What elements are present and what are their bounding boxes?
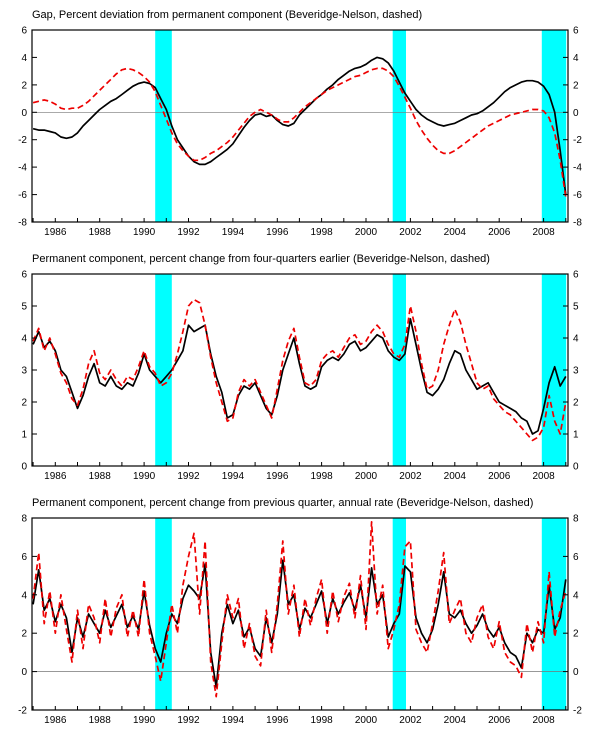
svg-text:2002: 2002 bbox=[399, 471, 422, 482]
svg-text:0: 0 bbox=[573, 667, 579, 678]
svg-text:2004: 2004 bbox=[444, 715, 467, 726]
svg-text:1: 1 bbox=[21, 430, 27, 441]
svg-text:3: 3 bbox=[573, 366, 579, 377]
svg-text:1992: 1992 bbox=[177, 715, 200, 726]
svg-text:2008: 2008 bbox=[532, 227, 555, 238]
svg-text:1990: 1990 bbox=[133, 715, 156, 726]
chart-four-quarter-block: Permanent component, percent change from… bbox=[4, 252, 596, 488]
svg-text:-6: -6 bbox=[573, 190, 582, 201]
svg-text:2: 2 bbox=[573, 398, 579, 409]
svg-text:2000: 2000 bbox=[355, 715, 378, 726]
svg-text:1986: 1986 bbox=[44, 715, 67, 726]
svg-text:6: 6 bbox=[573, 552, 579, 563]
chart-gap-block: Gap, Percent deviation from permanent co… bbox=[4, 8, 596, 244]
svg-text:-2: -2 bbox=[573, 706, 582, 717]
svg-text:0: 0 bbox=[573, 462, 579, 473]
svg-text:1988: 1988 bbox=[89, 471, 112, 482]
svg-text:2: 2 bbox=[573, 629, 579, 640]
svg-text:1992: 1992 bbox=[177, 227, 200, 238]
svg-text:6: 6 bbox=[21, 26, 27, 37]
svg-text:1994: 1994 bbox=[222, 471, 245, 482]
svg-text:2008: 2008 bbox=[532, 471, 555, 482]
svg-text:-2: -2 bbox=[573, 135, 582, 146]
svg-text:2006: 2006 bbox=[488, 227, 511, 238]
svg-text:6: 6 bbox=[573, 270, 579, 281]
svg-text:1986: 1986 bbox=[44, 227, 67, 238]
chart-quarterly-rate-title: Permanent component, percent change from… bbox=[32, 497, 534, 509]
svg-text:1996: 1996 bbox=[266, 715, 289, 726]
svg-text:2: 2 bbox=[21, 629, 27, 640]
chart-gap-plot: -8 -8 -6 -6 -4 -4 -2 -2 0 0 2 2 4 4 6 6 1986 1988 1990 1992… bbox=[18, 26, 582, 239]
svg-text:6: 6 bbox=[21, 270, 27, 281]
svg-text:1998: 1998 bbox=[310, 227, 333, 238]
svg-text:1988: 1988 bbox=[89, 227, 112, 238]
svg-text:-6: -6 bbox=[18, 190, 27, 201]
chart-four-quarter-title: Permanent component, percent change from… bbox=[32, 253, 490, 265]
svg-text:1996: 1996 bbox=[266, 227, 289, 238]
svg-text:8: 8 bbox=[573, 514, 579, 525]
svg-text:4: 4 bbox=[21, 334, 27, 345]
svg-text:2002: 2002 bbox=[399, 715, 422, 726]
svg-text:2004: 2004 bbox=[444, 471, 467, 482]
svg-text:0: 0 bbox=[21, 108, 27, 119]
svg-text:6: 6 bbox=[21, 552, 27, 563]
svg-text:0: 0 bbox=[21, 667, 27, 678]
svg-text:5: 5 bbox=[573, 302, 579, 313]
svg-text:-4: -4 bbox=[18, 163, 27, 174]
chart-quarterly-rate-plot: -2 -2 0 0 2 2 4 4 6 6 8 8 1986 1988 1990 1992 1994 1996 19… bbox=[18, 514, 582, 727]
svg-text:-8: -8 bbox=[18, 218, 27, 229]
svg-text:4: 4 bbox=[21, 590, 27, 601]
svg-text:2000: 2000 bbox=[355, 471, 378, 482]
svg-text:1986: 1986 bbox=[44, 471, 67, 482]
svg-text:4: 4 bbox=[573, 590, 579, 601]
svg-text:2: 2 bbox=[21, 398, 27, 409]
chart-gap-title: Gap, Percent deviation from permanent co… bbox=[32, 9, 423, 21]
svg-text:1994: 1994 bbox=[222, 715, 245, 726]
svg-text:2002: 2002 bbox=[399, 227, 422, 238]
svg-text:4: 4 bbox=[21, 53, 27, 64]
svg-text:0: 0 bbox=[573, 108, 579, 119]
svg-text:2004: 2004 bbox=[444, 227, 467, 238]
svg-text:1990: 1990 bbox=[133, 227, 156, 238]
svg-text:1996: 1996 bbox=[266, 471, 289, 482]
svg-text:2006: 2006 bbox=[488, 471, 511, 482]
svg-text:1998: 1998 bbox=[310, 471, 333, 482]
svg-text:0: 0 bbox=[21, 462, 27, 473]
svg-text:1992: 1992 bbox=[177, 471, 200, 482]
svg-text:2: 2 bbox=[21, 80, 27, 91]
svg-text:1998: 1998 bbox=[310, 715, 333, 726]
svg-text:-8: -8 bbox=[573, 218, 582, 229]
svg-text:3: 3 bbox=[21, 366, 27, 377]
svg-text:1: 1 bbox=[573, 430, 579, 441]
svg-text:4: 4 bbox=[573, 53, 579, 64]
svg-text:6: 6 bbox=[573, 26, 579, 37]
svg-text:4: 4 bbox=[573, 334, 579, 345]
svg-text:-4: -4 bbox=[573, 163, 582, 174]
svg-text:2000: 2000 bbox=[355, 227, 378, 238]
svg-text:5: 5 bbox=[21, 302, 27, 313]
chart-four-quarter-plot: 0 0 1 1 2 2 3 3 4 4 5 5 6 6 1986 1988 1990 1992 1994 1996 19… bbox=[21, 270, 579, 483]
svg-text:2: 2 bbox=[573, 80, 579, 91]
svg-text:1988: 1988 bbox=[89, 715, 112, 726]
svg-text:-2: -2 bbox=[18, 706, 27, 717]
svg-text:8: 8 bbox=[21, 514, 27, 525]
svg-text:2006: 2006 bbox=[488, 715, 511, 726]
svg-text:1990: 1990 bbox=[133, 471, 156, 482]
chart-quarterly-rate-block: Permanent component, percent change from… bbox=[4, 496, 596, 732]
svg-text:1994: 1994 bbox=[222, 227, 245, 238]
svg-text:-2: -2 bbox=[18, 135, 27, 146]
svg-text:2008: 2008 bbox=[532, 715, 555, 726]
